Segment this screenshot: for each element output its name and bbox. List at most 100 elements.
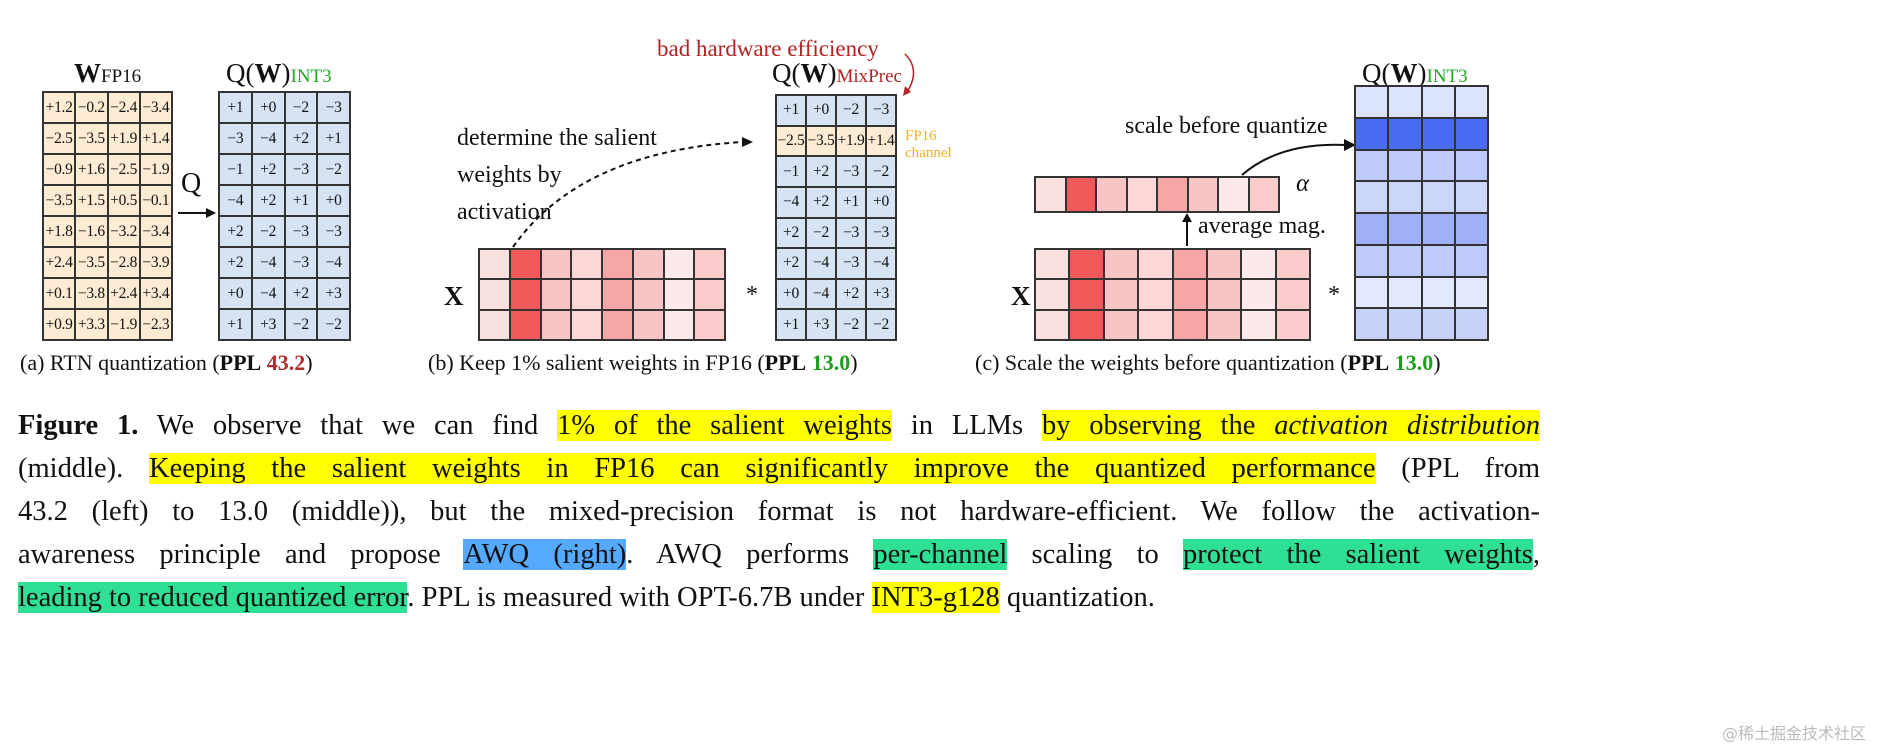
activation-cell — [479, 309, 510, 340]
weight-cell — [1355, 308, 1389, 340]
title-post: ) — [281, 58, 291, 88]
activation-cell — [1069, 249, 1104, 280]
activation-cell — [1035, 309, 1070, 340]
matrix-cell: +0 — [806, 95, 836, 126]
q-mixprec-matrix: +1 +0 −2 −3 −2.5 −3.5 +1.9 +1.4 −1 +2 −3 −2 −4 +2 +1 +0… — [775, 94, 897, 341]
activation-cell — [540, 309, 572, 340]
title-sub: FP16 — [101, 66, 142, 87]
caption-text: (middle). — [18, 453, 150, 484]
caption-italic: activation distribution — [1274, 410, 1541, 441]
matrix-cell: +1 — [284, 185, 318, 216]
matrix-cell: +3 — [251, 309, 285, 340]
activation-cell — [1138, 249, 1173, 280]
matrix-cell: −3.8 — [75, 278, 108, 309]
activation-cell — [694, 279, 725, 310]
caption-close: ) — [850, 350, 858, 375]
bad-hardware-label: bad hardware efficiency — [657, 36, 879, 61]
matrix-cell: −2.4 — [107, 92, 140, 123]
title-main: W — [74, 58, 101, 88]
ppl-label: PPL — [219, 350, 262, 375]
matrix-cell: +2.4 — [43, 247, 76, 278]
activation-cell — [540, 249, 572, 280]
matrix-cell: −3.5 — [806, 125, 836, 157]
title-sub: MixPrec — [836, 66, 902, 87]
alpha-cell — [1218, 177, 1249, 212]
weight-cell — [1421, 244, 1455, 277]
matrix-cell: +0.1 — [43, 278, 76, 309]
matrix-cell: +0 — [866, 186, 896, 218]
matrix-cell: −3.5 — [75, 123, 108, 154]
activation-cell — [1241, 309, 1276, 340]
matrix-cell: −3 — [317, 216, 350, 247]
matrix-cell: +2 — [836, 278, 866, 310]
weight-cell — [1454, 86, 1488, 118]
w-fp16-matrix: +1.2 −0.2 −2.4 −3.4 −2.5 −3.5 +1.9 +1.4 −0.9 +1.6… — [42, 91, 173, 341]
matrix-cell: +3 — [866, 278, 896, 310]
weight-cell — [1388, 86, 1422, 118]
caption-text: awareness principle and propose — [18, 539, 464, 570]
caption-text: (PPL from — [1375, 453, 1540, 484]
salient-annotation: determine the salient weights by activatio… — [457, 120, 657, 231]
activation-cell — [663, 249, 695, 280]
activation-cell — [1035, 279, 1070, 310]
matrix-cell: −3.4 — [139, 216, 172, 247]
weight-cell — [1454, 276, 1488, 309]
weight-cell — [1388, 213, 1422, 245]
caption-line: Figure 1. We observe that we can find 1%… — [18, 404, 1541, 447]
weight-cell — [1388, 276, 1422, 309]
caption-line: awareness principle and propose AWQ (rig… — [18, 533, 1540, 576]
caption-text: (c) Scale the weights before quantizatio… — [975, 350, 1348, 375]
q-mixprec-title: Q(W)MixPrec — [772, 58, 902, 89]
matrix-cell: −1 — [776, 156, 806, 187]
weight-cell — [1388, 117, 1422, 150]
activation-cell — [1069, 309, 1104, 340]
title-post: ) — [827, 58, 837, 88]
matrix-cell: +0.5 — [107, 185, 140, 216]
activation-cell — [479, 279, 510, 310]
q-int3-title-c: Q(W)INT3 — [1362, 58, 1468, 89]
matrix-cell: −1.9 — [107, 309, 140, 340]
title-pre: Q( — [1362, 58, 1391, 88]
title-sub: INT3 — [1426, 66, 1468, 87]
matrix-cell: −2 — [866, 309, 896, 340]
alpha-cell — [1248, 177, 1279, 212]
q-operator-label: Q — [181, 168, 202, 199]
title-sub: INT3 — [290, 66, 332, 87]
highlight-green: protect the salient weights — [1183, 539, 1533, 570]
average-mag-label: average mag. — [1198, 213, 1326, 239]
matrix-cell: +2 — [284, 278, 318, 309]
activation-cell — [632, 249, 664, 280]
matrix-cell: −2 — [836, 95, 866, 126]
caption-text: . PPL is measured with OPT-6.7B under — [407, 582, 872, 613]
q-int3-title-a: Q(W)INT3 — [226, 58, 332, 89]
activation-matrix-c — [1034, 248, 1311, 341]
matrix-cell: −3 — [836, 248, 866, 279]
matrix-cell: +1 — [317, 123, 350, 154]
title-main: W — [254, 58, 282, 88]
matrix-cell: −1.9 — [139, 154, 172, 185]
activation-cell — [1275, 309, 1310, 340]
matrix-cell: −3 — [284, 247, 318, 278]
scale-before-quantize-label: scale before quantize — [1125, 113, 1328, 139]
caption-text: We observe that we can find — [138, 410, 558, 441]
caption-line: 43.2 (left) to 13.0 (middle)), but the m… — [18, 490, 1540, 533]
annotation-line: determine the salient — [457, 125, 657, 151]
matrix-cell: −3 — [284, 154, 318, 185]
matrix-cell: −2 — [251, 216, 285, 247]
weight-cell — [1454, 308, 1488, 340]
weight-cell — [1454, 244, 1488, 277]
alpha-label: α — [1296, 170, 1310, 197]
highlight-yellow: 1% of the salient weights — [557, 410, 893, 441]
highlight-yellow: by observing the activation distribution — [1041, 410, 1541, 441]
watermark: @稀土掘金技术社区 — [1721, 724, 1866, 743]
highlight-green: per-channel — [873, 539, 1008, 570]
activation-cell — [1275, 249, 1310, 280]
activation-cell — [1069, 279, 1104, 310]
matrix-cell: +1.6 — [75, 154, 108, 185]
matrix-cell: −1 — [219, 154, 252, 185]
matrix-cell: +2 — [776, 248, 806, 279]
alpha-cell — [1035, 177, 1066, 212]
title-pre: Q( — [226, 58, 255, 88]
weight-cell — [1454, 181, 1488, 213]
weight-cell — [1388, 308, 1422, 340]
